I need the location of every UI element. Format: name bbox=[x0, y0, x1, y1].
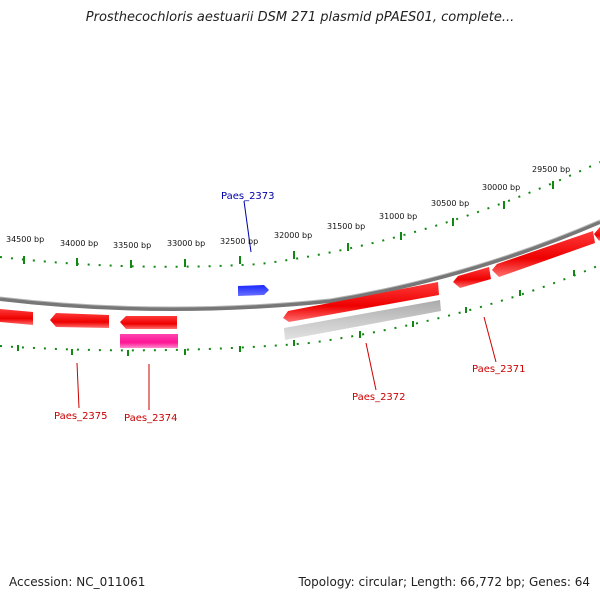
inner-major-ticks bbox=[17, 270, 575, 356]
leader-line bbox=[243, 200, 252, 253]
plasmid-backbone-highlight bbox=[0, 219, 600, 308]
gene-Paes_2374[interactable] bbox=[120, 316, 178, 348]
leader-line bbox=[483, 316, 497, 363]
gene-arrow-red[interactable] bbox=[492, 231, 595, 277]
leader-line bbox=[76, 362, 80, 409]
gene-arrow-red[interactable] bbox=[0, 309, 33, 325]
accession-text: Accession: NC_011061 bbox=[9, 575, 146, 589]
outer-tick-ring bbox=[0, 161, 600, 268]
tick-labels: 34500 bp 34000 bp 33500 bp 33000 bp 3250… bbox=[6, 165, 570, 250]
gene-arrow-red[interactable] bbox=[120, 316, 177, 329]
gene-label[interactable]: Paes_2373 bbox=[221, 191, 275, 202]
tick-label: 29500 bp bbox=[532, 165, 570, 174]
gene-arrow-red[interactable] bbox=[50, 313, 109, 328]
tick-label: 30000 bp bbox=[482, 183, 520, 192]
tick-label: 31000 bp bbox=[379, 212, 417, 221]
gene-Paes_2375[interactable] bbox=[50, 313, 109, 328]
gene-label[interactable]: Paes_2371 bbox=[472, 364, 526, 375]
tick-label: 34500 bp bbox=[6, 235, 44, 244]
outer-major-ticks bbox=[23, 181, 554, 268]
gene-Paes_2373[interactable] bbox=[238, 285, 269, 296]
gene-arrow-gray[interactable] bbox=[284, 300, 441, 340]
tick-label: 31500 bp bbox=[327, 222, 365, 231]
gene-Paes_2371[interactable] bbox=[453, 267, 491, 288]
tick-label: 32000 bp bbox=[274, 231, 312, 240]
tick-label: 34000 bp bbox=[60, 239, 98, 248]
tick-label: 33000 bp bbox=[167, 239, 205, 248]
gene-label[interactable]: Paes_2372 bbox=[352, 392, 406, 403]
gene-label[interactable]: Paes_2374 bbox=[124, 413, 178, 424]
map-title: Prosthecochloris aestuarii DSM 271 plasm… bbox=[85, 10, 515, 25]
leader-line bbox=[365, 342, 377, 391]
plasmid-backbone bbox=[0, 220, 600, 312]
gene-arrow-red[interactable] bbox=[453, 267, 491, 288]
tick-label: 33500 bp bbox=[113, 241, 151, 250]
gene-label[interactable]: Paes_2375 bbox=[54, 411, 108, 422]
gene-arrow-red[interactable] bbox=[594, 227, 600, 241]
gene-arrow-left-edge[interactable] bbox=[0, 309, 33, 325]
gene-arrow-pink[interactable] bbox=[120, 334, 178, 348]
gene-Paes_2372[interactable] bbox=[283, 282, 441, 340]
gene-arrow-blue[interactable] bbox=[238, 285, 269, 296]
gene-arrow-red[interactable] bbox=[283, 282, 439, 322]
gene-arrow-group-right[interactable] bbox=[492, 227, 600, 277]
tick-label: 32500 bp bbox=[220, 237, 258, 246]
tick-label: 30500 bp bbox=[431, 199, 469, 208]
topology-info-text: Topology: circular; Length: 66,772 bp; G… bbox=[298, 575, 590, 589]
